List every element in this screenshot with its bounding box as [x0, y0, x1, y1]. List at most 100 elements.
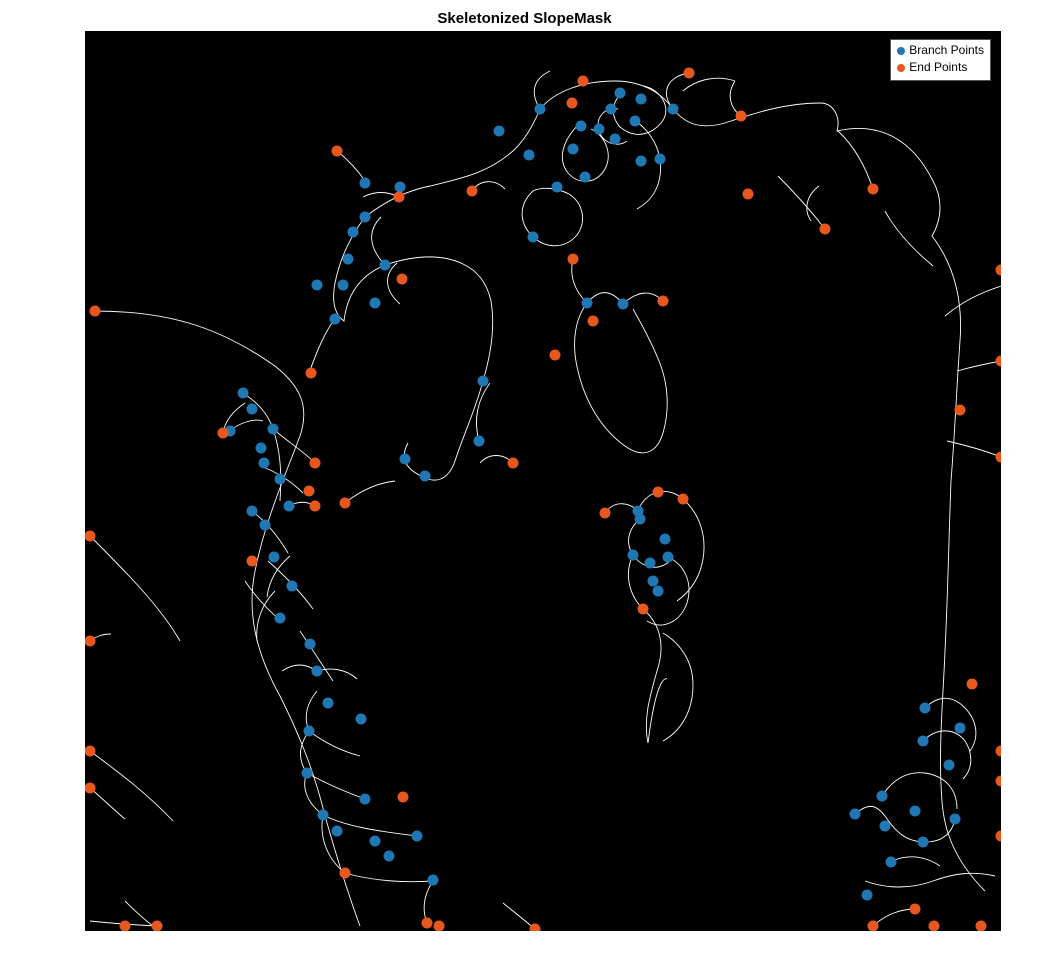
skeleton-path [90, 751, 173, 821]
branch-points-marker [256, 443, 267, 454]
branch-points-marker [238, 388, 249, 399]
legend-marker-icon [897, 64, 905, 72]
skeleton-path [476, 383, 490, 441]
end-points-marker [152, 921, 163, 932]
end-points-marker [332, 146, 343, 157]
branch-points-marker [323, 698, 334, 709]
skeleton-path [638, 491, 704, 601]
figure: Skeletonized SlopeMask Branch PointsEnd … [0, 0, 1049, 959]
axes: Branch PointsEnd Points [85, 31, 1001, 931]
branch-points-marker [370, 298, 381, 309]
end-points-marker [967, 679, 978, 690]
end-points-marker [434, 921, 445, 932]
skeleton-path [572, 259, 587, 303]
end-points-marker [550, 350, 561, 361]
legend-label: Branch Points [909, 42, 984, 59]
skeleton-path [267, 556, 290, 597]
end-points-marker [340, 498, 351, 509]
branch-points-marker [918, 736, 929, 747]
skeleton-path [575, 293, 668, 453]
skeleton-path [778, 176, 825, 229]
end-points-marker [310, 501, 321, 512]
branch-points-marker [338, 280, 349, 291]
branch-points-marker [663, 552, 674, 563]
end-points-marker [422, 918, 433, 929]
end-points-marker [996, 356, 1002, 367]
end-points-marker [736, 111, 747, 122]
branch-points-marker [660, 534, 671, 545]
end-points-marker [120, 921, 131, 932]
branch-points-marker [920, 703, 931, 714]
end-points-marker [910, 904, 921, 915]
skeleton-path [947, 441, 1001, 457]
skeleton-path [885, 211, 933, 266]
skeleton-path [683, 78, 735, 91]
end-points-marker [467, 186, 478, 197]
end-points-marker [868, 184, 879, 195]
end-points-marker [394, 192, 405, 203]
skeleton-path [90, 536, 180, 641]
branch-points-marker [302, 768, 313, 779]
branch-points-marker [370, 836, 381, 847]
branch-points-marker [360, 794, 371, 805]
branch-points-marker [275, 613, 286, 624]
branch-points-marker [886, 857, 897, 868]
branch-points-marker [950, 814, 961, 825]
branch-points-marker [655, 154, 666, 165]
end-points-marker [684, 68, 695, 79]
branch-points-marker [343, 254, 354, 265]
skeleton-path [945, 286, 1001, 316]
end-points-marker [820, 224, 831, 235]
skeleton-path [666, 73, 689, 109]
skeleton-path [309, 731, 360, 756]
branch-points-marker [633, 506, 644, 517]
end-points-marker [996, 776, 1002, 787]
branch-points-marker [304, 726, 315, 737]
branch-points-marker [636, 156, 647, 167]
skeleton-path [892, 857, 940, 866]
branch-points-marker [268, 424, 279, 435]
end-points-marker [976, 921, 987, 932]
end-points-marker [996, 265, 1002, 276]
branch-points-marker [332, 826, 343, 837]
end-points-marker [508, 458, 519, 469]
skeleton-path [307, 773, 365, 799]
skeleton-path [923, 731, 971, 779]
end-points-marker [567, 98, 578, 109]
branch-points-marker [880, 821, 891, 832]
branch-points-marker [668, 104, 679, 115]
skeleton-path [125, 901, 153, 926]
branch-points-marker [528, 232, 539, 243]
branch-points-marker [610, 134, 621, 145]
branch-points-marker [400, 454, 411, 465]
branch-points-marker [568, 144, 579, 155]
branch-points-marker [356, 714, 367, 725]
branch-points-marker [318, 810, 329, 821]
skeleton-path [957, 361, 1001, 371]
end-points-marker [996, 831, 1002, 842]
branch-points-marker [420, 471, 431, 482]
end-points-marker [929, 921, 940, 932]
end-points-marker [397, 274, 408, 285]
end-points-marker [304, 486, 315, 497]
skeleton-path [365, 81, 985, 891]
branch-points-marker [360, 212, 371, 223]
branch-points-marker [330, 314, 341, 325]
end-points-marker [85, 783, 96, 794]
branch-points-marker [944, 760, 955, 771]
end-points-marker [530, 924, 541, 932]
end-points-marker [85, 531, 96, 542]
branch-points-marker [284, 501, 295, 512]
skeleton-path [424, 881, 433, 923]
branch-points-marker [247, 404, 258, 415]
skeleton-path [372, 217, 385, 265]
end-points-marker [568, 254, 579, 265]
branch-points-marker [312, 280, 323, 291]
branch-points-marker [360, 178, 371, 189]
branch-points [225, 88, 966, 901]
skeleton-path [838, 131, 873, 189]
branch-points-marker [594, 124, 605, 135]
branch-points-marker [850, 809, 861, 820]
end-points-marker [588, 316, 599, 327]
skeleton-path [882, 773, 957, 809]
